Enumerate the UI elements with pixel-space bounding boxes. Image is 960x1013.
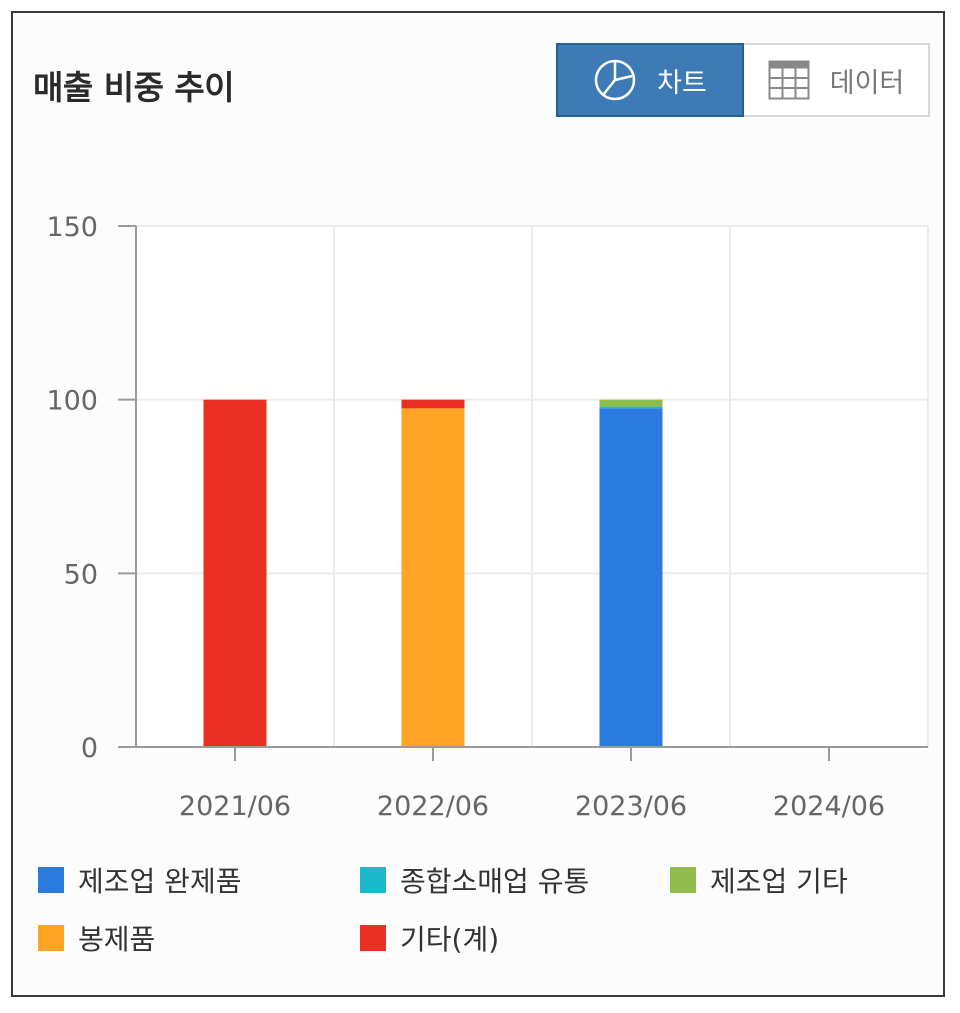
bar-segment xyxy=(599,399,663,407)
bar-segment xyxy=(203,399,267,747)
x-tick-label: 2022/06 xyxy=(377,791,489,822)
bar-segment xyxy=(599,406,663,409)
bar-segment xyxy=(401,399,465,409)
y-tick-label: 100 xyxy=(46,386,98,417)
legend-label: 제조업 기타 xyxy=(710,865,848,898)
bar-segment xyxy=(401,408,465,747)
data-view-button[interactable]: 데이터 xyxy=(744,43,930,117)
legend-item[interactable]: 제조업 기타 xyxy=(670,860,848,900)
chart-view-button[interactable]: 차트 xyxy=(556,43,744,117)
chart-title: 매출 비중 추이 xyxy=(33,68,235,107)
y-tick-label: 50 xyxy=(64,559,98,590)
legend-label: 기타(계) xyxy=(400,923,500,956)
x-tick-label: 2023/06 xyxy=(575,791,687,822)
view-toggle: 차트 데이터 xyxy=(556,43,930,117)
chart-view-label: 차트 xyxy=(657,67,707,99)
legend-item[interactable]: 기타(계) xyxy=(360,918,499,958)
legend-swatch xyxy=(670,867,696,893)
legend-item[interactable]: 종합소매업 유통 xyxy=(360,860,589,900)
table-grid-icon xyxy=(768,60,810,100)
y-tick-label: 150 xyxy=(46,212,98,243)
legend-label: 종합소매업 유통 xyxy=(400,865,590,898)
data-view-label: 데이터 xyxy=(829,67,905,99)
legend-label: 봉제품 xyxy=(78,923,156,956)
legend-swatch xyxy=(360,867,386,893)
legend-label: 제조업 완제품 xyxy=(78,865,242,898)
bar-segment xyxy=(599,408,663,747)
x-tick-label: 2024/06 xyxy=(773,791,885,822)
legend-swatch xyxy=(38,925,64,951)
legend-item[interactable]: 제조업 완제품 xyxy=(38,860,241,900)
legend-item[interactable]: 봉제품 xyxy=(38,918,155,958)
legend-swatch xyxy=(360,925,386,951)
x-tick-label: 2021/06 xyxy=(179,791,291,822)
pie-chart-icon xyxy=(594,59,636,101)
legend-swatch xyxy=(38,867,64,893)
y-tick-label: 0 xyxy=(81,733,98,764)
